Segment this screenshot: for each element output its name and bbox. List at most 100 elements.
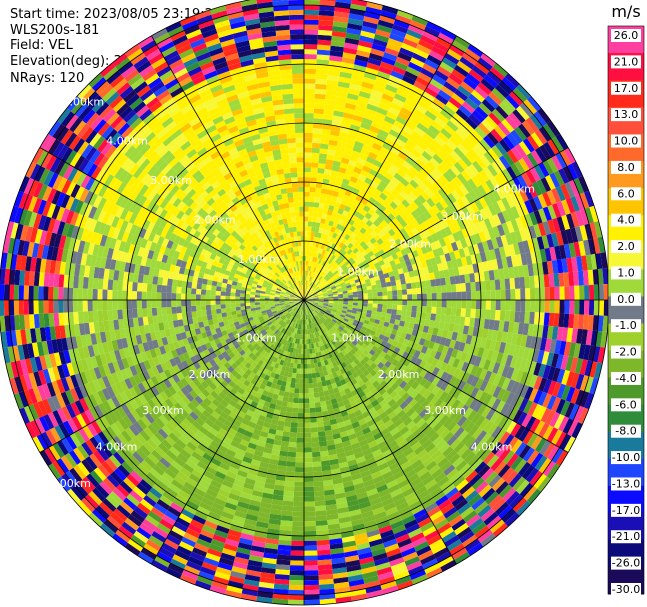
velocity-gate — [475, 106, 489, 120]
velocity-gate — [376, 107, 388, 116]
velocity-gate — [579, 359, 588, 376]
velocity-gate — [453, 176, 464, 188]
velocity-gate — [563, 147, 576, 164]
velocity-gate — [333, 11, 350, 19]
velocity-gate — [288, 446, 297, 453]
velocity-gate — [321, 260, 327, 266]
velocity-gate — [330, 275, 336, 280]
velocity-gate — [385, 407, 394, 416]
velocity-gate — [334, 217, 340, 224]
velocity-gate — [375, 384, 383, 392]
velocity-gate — [419, 360, 427, 369]
velocity-gate — [317, 306, 322, 309]
velocity-gate — [395, 230, 403, 239]
velocity-gate — [409, 276, 416, 284]
velocity-gate — [315, 520, 328, 526]
velocity-gate — [536, 236, 545, 250]
velocity-gate — [480, 290, 486, 300]
velocity-gate — [537, 222, 547, 237]
velocity-gate — [400, 344, 408, 352]
velocity-gate — [464, 317, 471, 327]
velocity-gate — [449, 44, 465, 57]
velocity-gate — [311, 162, 319, 168]
velocity-gate — [377, 291, 383, 297]
velocity-gate — [328, 253, 334, 259]
velocity-gate — [490, 290, 496, 300]
velocity-gate — [514, 357, 523, 370]
velocity-gate — [374, 33, 390, 43]
velocity-gate — [474, 501, 489, 515]
velocity-gate — [310, 427, 318, 433]
velocity-gate — [431, 223, 440, 233]
velocity-gate — [370, 362, 378, 370]
velocity-gate — [389, 333, 396, 340]
velocity-gate — [327, 307, 333, 311]
velocity-gate — [482, 194, 493, 207]
velocity-gate — [310, 177, 317, 183]
velocity-gate — [392, 290, 398, 296]
velocity-gate — [346, 287, 353, 291]
velocity-gate — [466, 215, 475, 226]
velocity-gate — [401, 392, 410, 401]
velocity-gate — [327, 289, 333, 293]
velocity-gate — [316, 237, 321, 243]
velocity-gate — [495, 400, 506, 414]
velocity-gate — [295, 457, 304, 463]
velocity-gate — [342, 320, 348, 325]
velocity-gate — [440, 208, 449, 219]
velocity-gate — [575, 373, 585, 390]
velocity-gate — [374, 111, 386, 121]
velocity-gate — [407, 369, 416, 379]
velocity-gate — [308, 383, 314, 389]
velocity-gate — [331, 286, 337, 290]
velocity-gate — [312, 241, 317, 248]
velocity-gate — [374, 319, 380, 325]
velocity-gate — [307, 292, 311, 297]
velocity-gate — [295, 467, 304, 473]
velocity-gate — [304, 241, 308, 246]
velocity-gate — [313, 202, 320, 208]
velocity-gate — [381, 56, 396, 66]
velocity-gate — [404, 195, 414, 205]
velocity-gate — [395, 115, 408, 126]
velocity-gate — [391, 124, 403, 134]
velocity-gate — [462, 325, 470, 335]
velocity-gate — [368, 321, 375, 327]
velocity-gate — [497, 415, 509, 429]
velocity-gate — [491, 350, 499, 363]
velocity-gate — [304, 245, 307, 251]
velocity-gate — [325, 229, 331, 236]
velocity-gate — [369, 237, 377, 245]
velocity-gate — [316, 177, 324, 184]
velocity-gate — [366, 62, 380, 71]
velocity-gate — [304, 491, 315, 497]
velocity-gate — [346, 229, 354, 237]
velocity-gate — [365, 257, 373, 264]
velocity-gate — [363, 16, 380, 25]
velocity-gate — [460, 81, 475, 94]
velocity-gate — [439, 146, 451, 158]
velocity-gate — [313, 285, 318, 290]
velocity-gate — [387, 255, 394, 262]
velocity-gate — [338, 269, 344, 274]
velocity-gate — [452, 388, 462, 400]
velocity-gate — [373, 358, 381, 366]
velocity-gate — [444, 226, 453, 236]
velocity-gate — [598, 300, 605, 316]
velocity-gate — [309, 402, 316, 409]
velocity-gate — [474, 378, 484, 390]
velocity-gate — [346, 284, 352, 289]
velocity-gate — [533, 111, 547, 127]
velocity-gate — [518, 123, 531, 139]
velocity-gate — [280, 520, 293, 526]
velocity-gate — [353, 265, 360, 271]
velocity-gate — [474, 126, 487, 139]
velocity-gate — [508, 179, 519, 193]
velocity-gate — [347, 265, 354, 271]
velocity-gate — [466, 300, 472, 309]
velocity-gate — [455, 283, 462, 292]
velocity-gate — [349, 251, 356, 258]
velocity-gate — [322, 315, 327, 320]
velocity-gate — [390, 280, 397, 287]
velocity-gate — [344, 315, 350, 320]
